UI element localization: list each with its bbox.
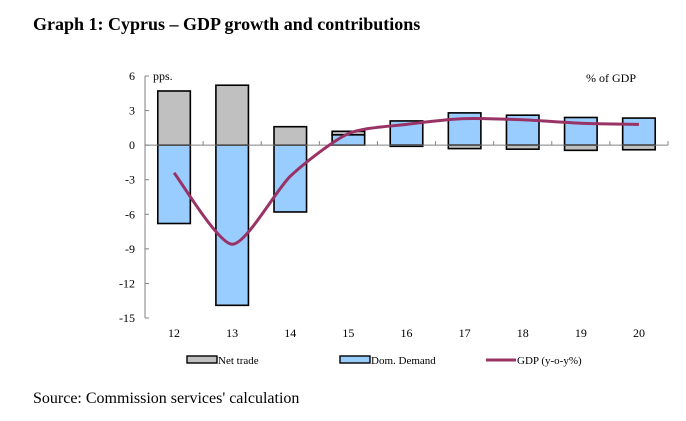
y-tick-label: 0	[129, 138, 135, 152]
bars-layer	[156, 84, 657, 307]
y-axis-label: pps.	[153, 69, 173, 83]
source-note: Source: Commission services' calculation	[33, 390, 300, 407]
y-tick-label: -15	[119, 311, 135, 325]
legend-label-gdp: GDP (y-o-y%)	[517, 355, 582, 367]
axes-layer: 6 3 0 -3 -6 -9 -12 -15 12 13 14 15 16 17 18 19 20	[119, 69, 669, 340]
net-trade-bar	[215, 84, 250, 146]
x-tick-label: 14	[284, 326, 296, 340]
legend-swatch-net-trade	[186, 355, 218, 364]
dom-demand-bar	[156, 144, 192, 225]
y-tick-label: -6	[125, 207, 135, 221]
net-trade-bar	[621, 144, 657, 151]
x-tick-label: 19	[575, 326, 587, 340]
net-trade-bar	[563, 144, 598, 152]
y-tick-label: 6	[129, 69, 135, 83]
unit-annotation: % of GDP	[586, 71, 636, 85]
dom-demand-bar	[621, 117, 657, 146]
dom-demand-bar	[215, 144, 250, 307]
x-tick-label: 17	[459, 326, 471, 340]
y-tick-label: 3	[129, 104, 135, 118]
x-tick-label: 20	[633, 326, 645, 340]
x-tick-label: 18	[517, 326, 529, 340]
net-trade-bar	[273, 125, 308, 146]
net-trade-bar	[505, 144, 540, 150]
legend-swatch-dom-demand	[339, 355, 371, 364]
net-trade-bar	[156, 90, 192, 146]
y-tick-label: -12	[119, 276, 135, 290]
y-tick-label: -3	[125, 173, 135, 187]
x-tick-label: 13	[226, 326, 238, 340]
dom-demand-bar	[273, 144, 308, 213]
y-tick-label: -9	[125, 242, 135, 256]
x-tick-label: 12	[168, 326, 180, 340]
net-trade-bar	[447, 144, 482, 150]
x-tick-label: 16	[401, 326, 413, 340]
legend: Net trade Dom. Demand GDP (y-o-y%)	[186, 355, 582, 367]
legend-label-net-trade: Net trade	[218, 355, 259, 367]
chart-title: Graph 1: Cyprus – GDP growth and contrib…	[33, 14, 421, 34]
x-tick-label: 15	[342, 326, 354, 340]
gdp-line	[172, 117, 639, 246]
legend-label-dom-demand: Dom. Demand	[371, 355, 436, 367]
line-layer	[172, 117, 640, 246]
